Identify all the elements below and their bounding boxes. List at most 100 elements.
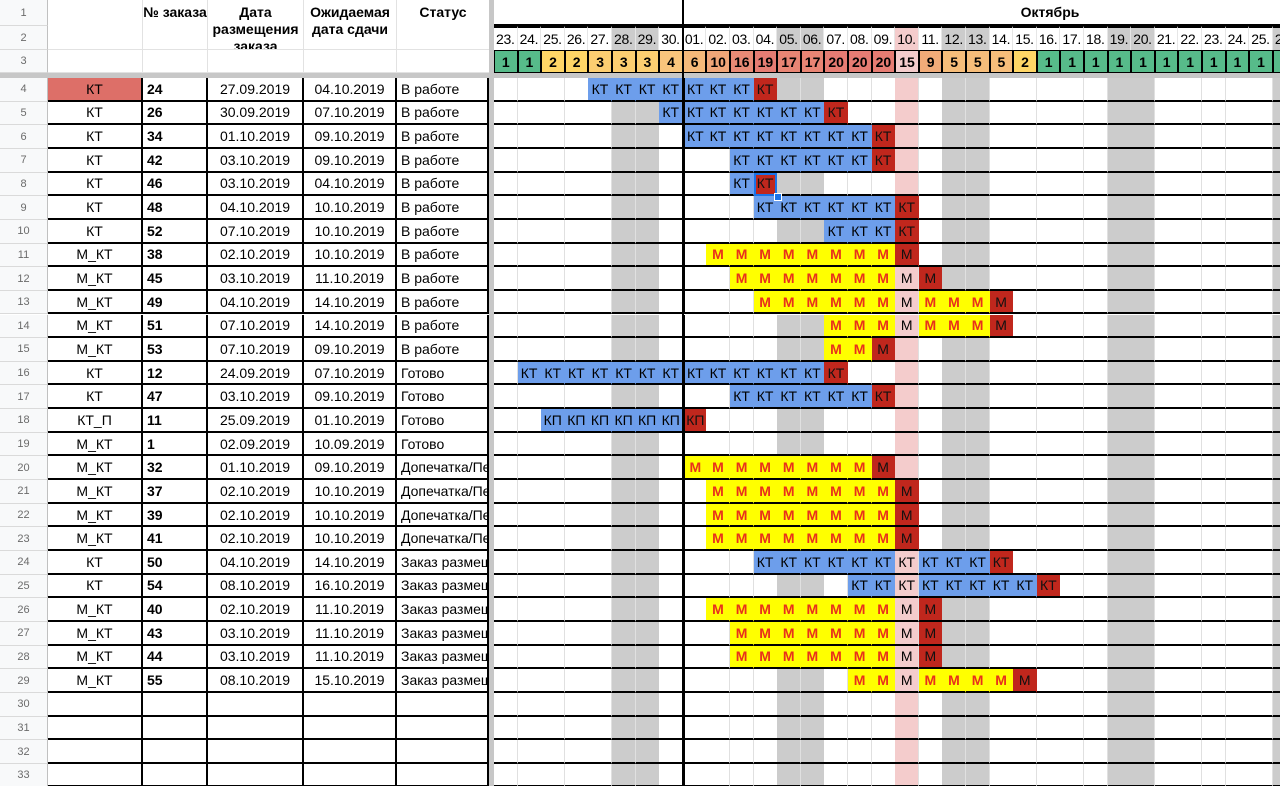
gantt-print-cell[interactable]: М [848, 669, 873, 693]
gantt-cell[interactable] [1154, 480, 1179, 504]
gantt-cell[interactable] [588, 763, 613, 786]
gantt-cell[interactable] [1178, 503, 1203, 528]
gantt-cell[interactable] [564, 763, 589, 786]
order-number-cell[interactable]: 45 [143, 267, 208, 291]
row-number[interactable]: 32 [0, 740, 48, 764]
gantt-cell[interactable] [541, 551, 566, 575]
gantt-work-cell[interactable]: КТ [706, 101, 731, 126]
gantt-cell[interactable] [989, 480, 1014, 504]
gantt-cell[interactable] [612, 716, 637, 741]
gantt-work-cell[interactable]: КТ [541, 361, 566, 386]
gantt-cell[interactable] [706, 621, 731, 646]
gantt-cell[interactable] [1225, 148, 1250, 173]
gantt-cell[interactable] [966, 148, 991, 173]
gantt-cell[interactable] [706, 196, 731, 220]
order-type-cell[interactable]: КТ [48, 385, 143, 410]
day-header[interactable]: 24. [1225, 26, 1250, 50]
gantt-work-cell[interactable]: КТ [753, 101, 778, 126]
gantt-cell[interactable] [1036, 196, 1061, 220]
gantt-work-cell[interactable]: КП [564, 409, 589, 433]
gantt-cell[interactable] [564, 267, 589, 291]
gantt-cell[interactable] [1272, 574, 1280, 599]
gantt-print-cell[interactable]: М [848, 527, 873, 551]
gantt-cell[interactable] [1154, 456, 1179, 481]
status-cell[interactable]: Готово [397, 432, 489, 457]
gantt-print-cell[interactable]: М [800, 243, 825, 268]
gantt-deadline-cell[interactable]: КТ [824, 361, 849, 386]
order-type-cell[interactable]: М_КТ [48, 432, 143, 457]
gantt-cell[interactable] [918, 385, 943, 410]
row-number[interactable]: 19 [0, 432, 48, 457]
gantt-cell[interactable] [1013, 338, 1038, 362]
placed-date-cell[interactable]: 02.09.2019 [208, 432, 304, 457]
gantt-cell[interactable] [1036, 551, 1061, 575]
gantt-cell[interactable] [1154, 267, 1179, 291]
gantt-cell[interactable] [918, 503, 943, 528]
gantt-cell[interactable] [564, 456, 589, 481]
gantt-cell[interactable] [1131, 763, 1156, 786]
gantt-cell[interactable] [800, 409, 825, 433]
gantt-print-cell[interactable]: М [871, 503, 896, 528]
gantt-work-cell[interactable]: КТ [730, 78, 755, 102]
gantt-cell[interactable] [824, 78, 849, 102]
gantt-cell[interactable] [918, 338, 943, 362]
gantt-cell[interactable] [1060, 267, 1085, 291]
gantt-cell[interactable] [635, 456, 660, 481]
gantt-work-cell[interactable]: КТ [777, 101, 802, 126]
gantt-cell[interactable] [659, 763, 684, 786]
gantt-cell[interactable] [1013, 763, 1038, 786]
status-cell[interactable]: Заказ размещ [397, 598, 489, 622]
gantt-cell[interactable] [541, 432, 566, 457]
gantt-cell[interactable] [1107, 716, 1132, 741]
header-empty-cell[interactable] [48, 50, 143, 73]
gantt-work-cell[interactable]: КТ [800, 101, 825, 126]
gantt-cell[interactable] [1202, 621, 1227, 646]
gantt-cell[interactable] [1084, 78, 1109, 102]
gantt-print-cell[interactable]: М [848, 338, 873, 362]
gantt-cell[interactable] [541, 527, 566, 551]
gantt-cell[interactable] [1154, 645, 1179, 670]
gantt-cell[interactable] [1107, 456, 1132, 481]
gantt-cell[interactable] [517, 692, 542, 717]
gantt-cell[interactable] [541, 456, 566, 481]
gantt-cell[interactable] [1272, 621, 1280, 646]
gantt-today-cell[interactable]: М [895, 669, 920, 693]
gantt-cell[interactable] [1060, 290, 1085, 315]
gantt-cell[interactable] [1202, 503, 1227, 528]
gantt-cell[interactable] [612, 645, 637, 670]
gantt-cell[interactable] [588, 148, 613, 173]
gantt-cell[interactable] [612, 219, 637, 244]
gantt-cell[interactable] [777, 314, 802, 339]
order-type-cell[interactable]: М_КТ [48, 503, 143, 528]
order-type-cell[interactable] [48, 716, 143, 741]
gantt-cell[interactable] [1060, 503, 1085, 528]
header-type[interactable] [48, 0, 143, 50]
status-cell[interactable]: Заказ размещ [397, 669, 489, 693]
gantt-cell[interactable] [1131, 361, 1156, 386]
gantt-cell[interactable] [989, 78, 1014, 102]
status-cell[interactable]: Допечатка/Пе [397, 480, 489, 504]
gantt-cell[interactable] [659, 172, 684, 197]
gantt-cell[interactable] [659, 314, 684, 339]
placed-date-cell[interactable] [208, 763, 304, 786]
gantt-cell[interactable] [1272, 480, 1280, 504]
gantt-today-cell[interactable]: М [895, 290, 920, 315]
gantt-deadline-cell[interactable]: КТ [895, 196, 920, 220]
order-type-cell[interactable]: КТ [48, 172, 143, 197]
gantt-cell[interactable] [1060, 716, 1085, 741]
gantt-cell[interactable] [966, 338, 991, 362]
gantt-print-cell[interactable]: М [753, 645, 778, 670]
gantt-work-cell[interactable]: КТ [800, 551, 825, 575]
status-cell[interactable]: В работе [397, 101, 489, 126]
gantt-cell[interactable] [564, 692, 589, 717]
gantt-cell[interactable] [942, 480, 967, 504]
gantt-cell[interactable] [1036, 456, 1061, 481]
gantt-cell[interactable] [753, 409, 778, 433]
gantt-cell[interactable] [1272, 645, 1280, 670]
gantt-cell[interactable] [989, 172, 1014, 197]
gantt-cell[interactable] [730, 669, 755, 693]
gantt-cell[interactable] [1178, 219, 1203, 244]
gantt-cell[interactable] [706, 763, 731, 786]
gantt-cell[interactable] [517, 409, 542, 433]
gantt-cell[interactable] [1107, 763, 1132, 786]
